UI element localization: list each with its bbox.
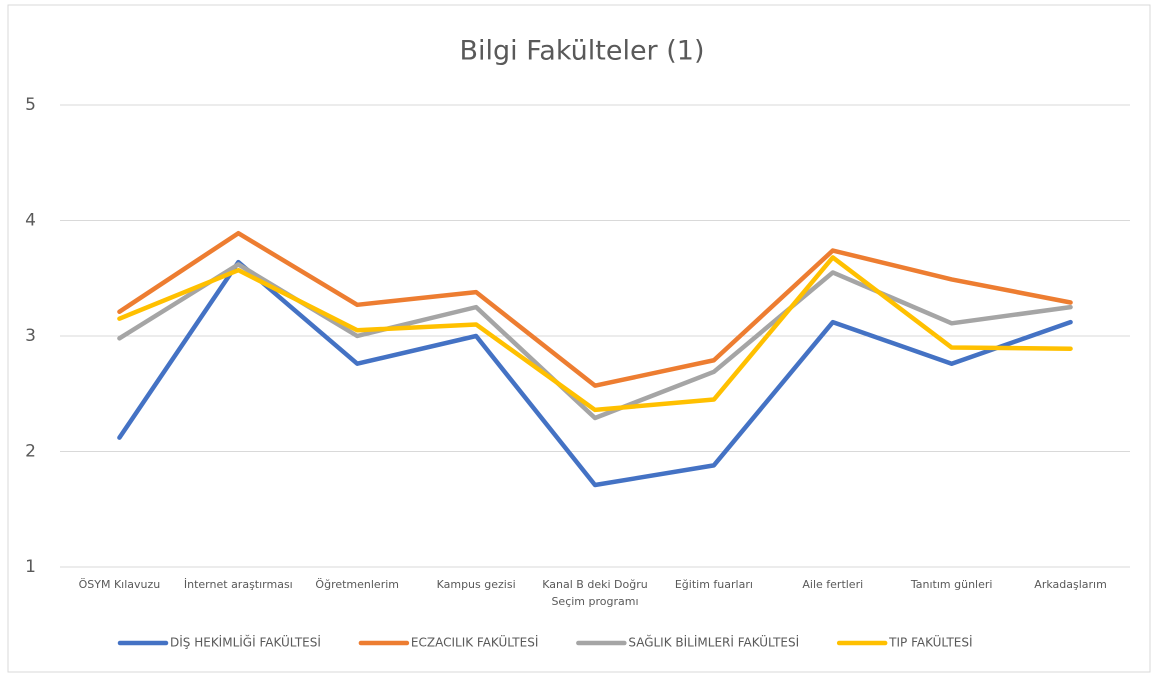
series-line (117, 230, 1073, 388)
series-line (117, 259, 1073, 488)
y-tick-label: 1 (25, 557, 36, 577)
y-tick-label: 2 (25, 442, 36, 462)
legend-label: DİŞ HEKİMLİĞİ FAKÜLTESİ (170, 634, 321, 650)
x-tick-label: Öğretmenlerim (315, 578, 399, 591)
x-tick-label: Tanıtım günleri (910, 578, 993, 591)
x-tick-label: Kampus gezisi (437, 578, 516, 591)
x-tick-label: Aile fertleri (802, 578, 863, 591)
y-tick-label: 3 (25, 326, 36, 346)
legend-label: ECZACILIK FAKÜLTESİ (411, 634, 538, 650)
x-tick-label: İnternet araştırması (184, 578, 293, 591)
x-tick-label: Eğitim fuarları (675, 578, 753, 591)
legend-label: SAĞLIK BİLİMLERİ FAKÜLTESİ (628, 634, 799, 650)
x-tick-label: Kanal B deki Doğru Seçim programı (542, 578, 647, 608)
y-tick-label: 5 (25, 95, 36, 115)
chart-title: Bilgi Fakülteler (1) (459, 36, 704, 67)
legend-label: TIP FAKÜLTESİ (888, 634, 972, 650)
x-tick-label: Arkadaşlarım (1034, 578, 1107, 591)
y-tick-label: 4 (25, 211, 36, 231)
chart-frame (7, 4, 1151, 673)
x-tick-label: ÖSYM Kılavuzu (79, 578, 161, 591)
series-line (117, 255, 1073, 413)
